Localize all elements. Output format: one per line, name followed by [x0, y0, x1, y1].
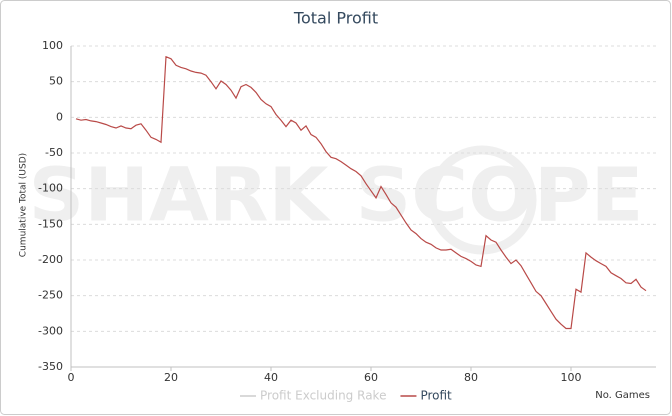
legend-label[interactable]: Profit Excluding Rake [260, 389, 386, 403]
legend-label[interactable]: Profit [420, 389, 452, 403]
y-axis-label: Cumulative Total (USD) [19, 153, 29, 257]
x-tick-label: 80 [464, 371, 478, 384]
y-tick-label: 50 [49, 75, 63, 88]
x-tick-label: 60 [364, 371, 378, 384]
y-tick-label: -250 [38, 289, 63, 302]
y-tick-label: 100 [42, 39, 63, 52]
x-tick-label: 0 [68, 371, 75, 384]
profit-line [75, 55, 647, 330]
y-tick-label: -50 [45, 146, 63, 159]
y-tick-label: -100 [38, 182, 63, 195]
chart-title: Total Profit [293, 9, 378, 28]
watermark-scope [427, 145, 537, 255]
x-tick-label: 20 [164, 371, 178, 384]
y-tick-label: 0 [56, 110, 63, 123]
y-tick-label: -350 [38, 360, 63, 373]
y-tick-label: -150 [38, 217, 63, 230]
y-tick-label: -300 [38, 324, 63, 337]
scope-ring [427, 145, 537, 255]
x-axis-label: No. Games [595, 390, 650, 401]
x-tick-label: 100 [561, 371, 582, 384]
y-tick-label: -200 [38, 253, 63, 266]
legend: Profit Excluding Rake Profit [240, 389, 452, 403]
watermark: SHARK SCOPE [29, 153, 644, 239]
x-tick-label: 40 [264, 371, 278, 384]
